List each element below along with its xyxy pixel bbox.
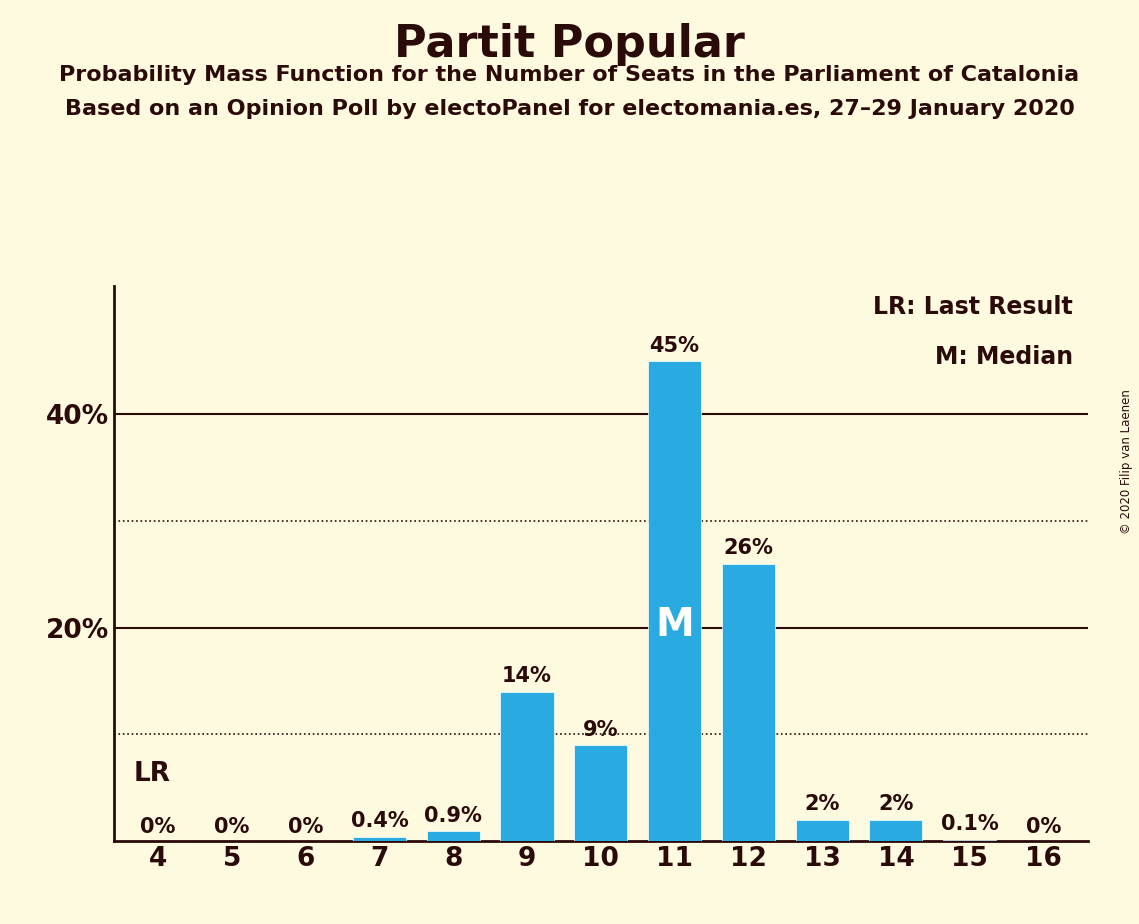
Bar: [795, 820, 849, 841]
Bar: [943, 840, 997, 841]
Text: 0%: 0%: [1026, 817, 1062, 836]
Text: 26%: 26%: [723, 539, 773, 558]
Bar: [353, 836, 407, 841]
Text: Probability Mass Function for the Number of Seats in the Parliament of Catalonia: Probability Mass Function for the Number…: [59, 65, 1080, 85]
Text: LR: Last Result: LR: Last Result: [874, 295, 1073, 319]
Text: © 2020 Filip van Laenen: © 2020 Filip van Laenen: [1121, 390, 1133, 534]
Text: 0.1%: 0.1%: [941, 814, 999, 834]
Text: M: Median: M: Median: [935, 345, 1073, 369]
Text: 45%: 45%: [649, 335, 699, 356]
Text: Based on an Opinion Poll by electoPanel for electomania.es, 27–29 January 2020: Based on an Opinion Poll by electoPanel …: [65, 99, 1074, 119]
Text: 0%: 0%: [288, 817, 323, 836]
Text: 2%: 2%: [804, 795, 839, 814]
Text: 0.9%: 0.9%: [425, 806, 482, 826]
Text: 0.4%: 0.4%: [351, 811, 409, 832]
Text: 14%: 14%: [502, 666, 552, 687]
Text: M: M: [655, 606, 694, 644]
Bar: [722, 564, 775, 841]
Text: 9%: 9%: [583, 720, 618, 739]
Bar: [648, 361, 702, 841]
Bar: [574, 745, 628, 841]
Bar: [500, 691, 554, 841]
Bar: [427, 832, 480, 841]
Bar: [869, 820, 923, 841]
Text: 0%: 0%: [214, 817, 249, 836]
Text: 0%: 0%: [140, 817, 175, 836]
Text: 2%: 2%: [878, 795, 913, 814]
Text: LR: LR: [133, 760, 171, 787]
Text: Partit Popular: Partit Popular: [394, 23, 745, 67]
